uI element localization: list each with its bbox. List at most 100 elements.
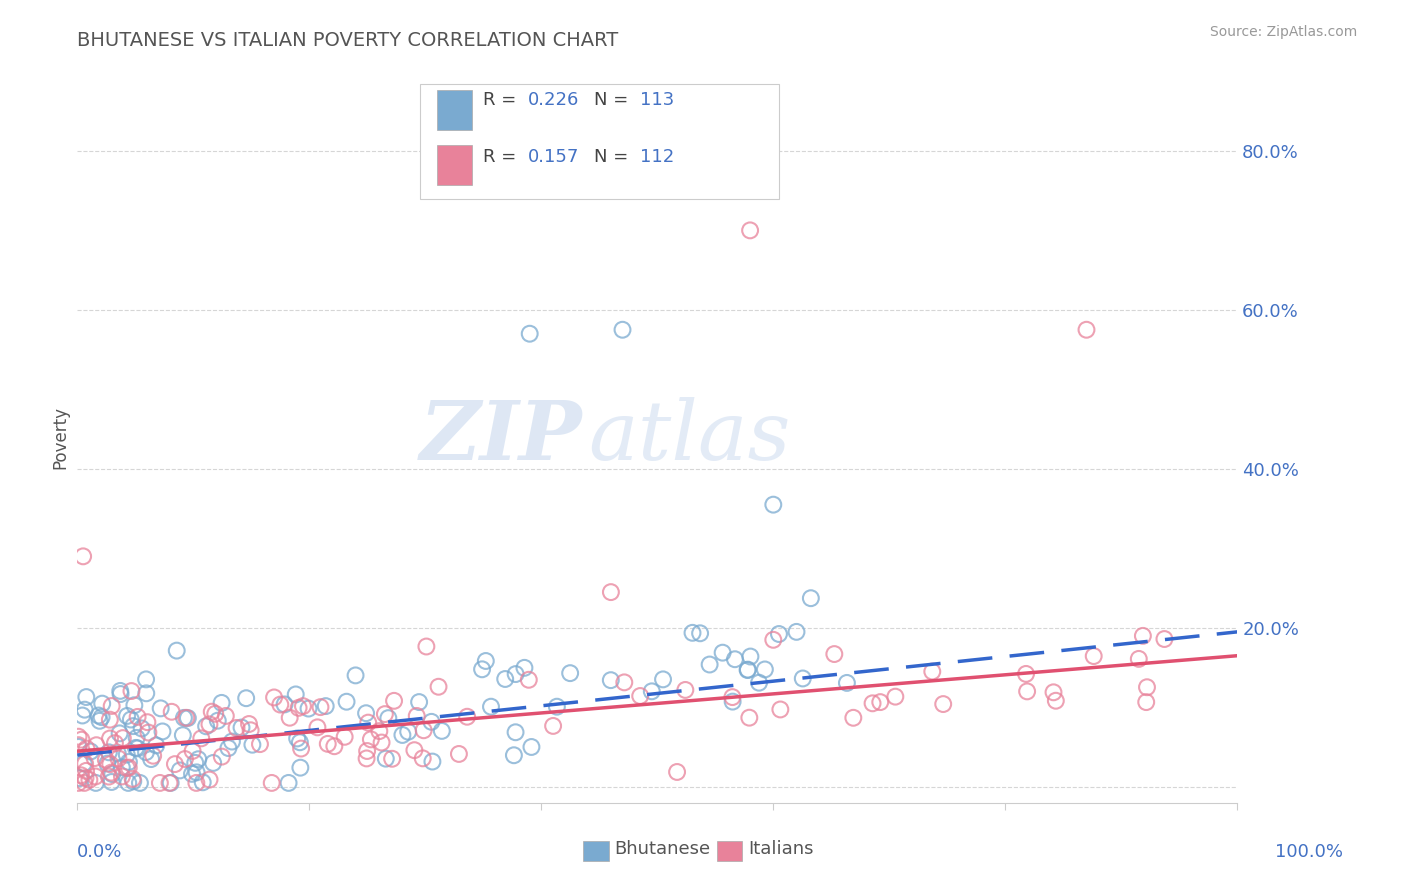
Point — [181, 767, 204, 781]
Point — [202, 756, 225, 770]
Point — [479, 699, 502, 714]
Point — [207, 714, 229, 728]
Point — [513, 661, 536, 675]
Point — [800, 591, 823, 606]
Text: R =: R = — [484, 148, 522, 166]
Point — [75, 690, 97, 704]
Point — [217, 741, 239, 756]
Point — [724, 652, 747, 666]
Text: Bhutanese: Bhutanese — [614, 840, 710, 858]
Point — [249, 737, 271, 751]
Point — [84, 776, 107, 790]
Point — [762, 632, 785, 647]
Point — [181, 744, 204, 758]
Point — [145, 739, 167, 753]
Point — [520, 739, 543, 754]
Point — [309, 700, 332, 714]
Point — [118, 755, 141, 769]
Point — [174, 752, 197, 766]
Point — [242, 738, 264, 752]
Point — [333, 730, 356, 744]
Point — [72, 708, 94, 723]
Point — [67, 739, 90, 754]
Point — [122, 719, 145, 733]
Point — [97, 770, 120, 784]
Point — [110, 687, 132, 701]
Point — [600, 585, 623, 599]
Point — [86, 738, 108, 752]
Point — [505, 667, 527, 681]
Point — [541, 719, 564, 733]
Text: 0.157: 0.157 — [527, 148, 579, 166]
Point — [98, 757, 121, 772]
Point — [159, 776, 181, 790]
Point — [135, 745, 157, 759]
Point — [673, 682, 696, 697]
Text: N =: N = — [593, 148, 634, 166]
Point — [374, 751, 396, 765]
Point — [297, 701, 319, 715]
Point — [652, 673, 675, 687]
Point — [75, 764, 97, 778]
Point — [682, 625, 704, 640]
Point — [344, 668, 367, 682]
Point — [89, 714, 111, 728]
Point — [628, 689, 651, 703]
Point — [456, 710, 478, 724]
Point — [278, 711, 301, 725]
Point — [738, 711, 761, 725]
Point — [221, 734, 243, 748]
Point — [517, 673, 540, 687]
Point — [762, 498, 785, 512]
Point — [211, 749, 233, 764]
Point — [138, 725, 160, 739]
Point — [884, 690, 907, 704]
Point — [231, 721, 253, 735]
Point — [1042, 685, 1064, 699]
Text: Italians: Italians — [748, 840, 814, 858]
Point — [70, 768, 93, 782]
Point — [211, 696, 233, 710]
Text: 113: 113 — [640, 91, 673, 109]
Point — [72, 549, 94, 564]
Bar — [437, 90, 471, 130]
Point — [184, 756, 207, 770]
Point — [139, 752, 162, 766]
Point — [360, 732, 382, 747]
Point — [1136, 680, 1159, 694]
Point — [374, 707, 396, 722]
Point — [127, 710, 149, 724]
Point — [163, 757, 186, 772]
Point — [87, 708, 110, 723]
Point — [110, 684, 132, 698]
Point — [792, 672, 814, 686]
Point — [1135, 695, 1157, 709]
Point — [503, 748, 526, 763]
Point — [239, 723, 262, 738]
Point — [711, 646, 734, 660]
Point — [75, 741, 97, 756]
Point — [169, 764, 191, 778]
Point — [323, 739, 346, 754]
Text: Source: ZipAtlas.com: Source: ZipAtlas.com — [1209, 25, 1357, 39]
Point — [546, 699, 568, 714]
Point — [721, 695, 744, 709]
Point — [204, 706, 226, 721]
Point — [420, 714, 443, 729]
Point — [422, 755, 444, 769]
Point — [111, 731, 134, 745]
Point — [174, 711, 197, 725]
Point — [288, 735, 311, 749]
Point — [122, 774, 145, 789]
Point — [370, 735, 392, 749]
Point — [187, 752, 209, 766]
Point — [84, 769, 107, 783]
Point — [235, 691, 257, 706]
Point — [1017, 684, 1039, 698]
Point — [91, 697, 114, 711]
Point — [1083, 649, 1105, 664]
Point — [613, 675, 636, 690]
Point — [599, 673, 621, 688]
Point — [430, 723, 453, 738]
Point — [427, 680, 450, 694]
